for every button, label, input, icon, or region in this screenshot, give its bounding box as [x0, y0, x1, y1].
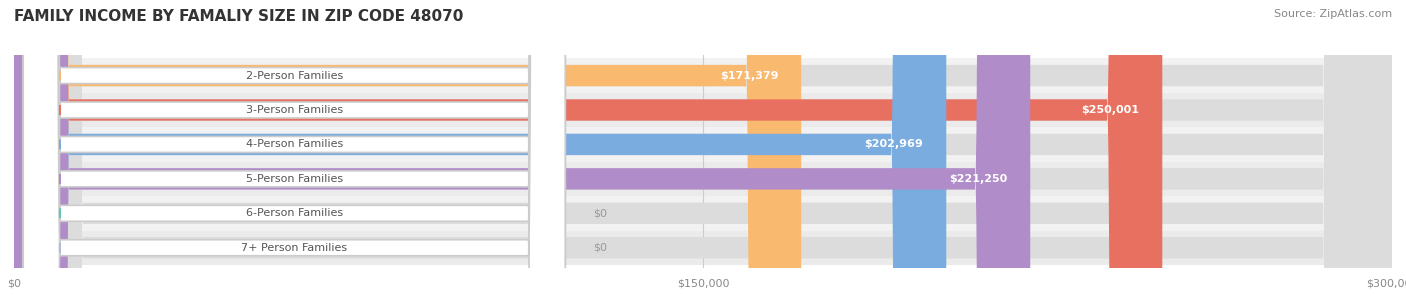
Bar — [14, 93, 1392, 127]
FancyBboxPatch shape — [14, 0, 1392, 305]
Text: $171,379: $171,379 — [720, 70, 779, 81]
FancyBboxPatch shape — [24, 0, 565, 305]
Text: 7+ Person Families: 7+ Person Families — [242, 243, 347, 253]
FancyBboxPatch shape — [24, 0, 565, 305]
FancyBboxPatch shape — [14, 0, 1392, 305]
Bar — [14, 162, 1392, 196]
Text: $202,969: $202,969 — [865, 139, 924, 149]
FancyBboxPatch shape — [24, 0, 565, 305]
FancyBboxPatch shape — [14, 0, 1392, 305]
FancyBboxPatch shape — [24, 0, 565, 305]
FancyBboxPatch shape — [14, 0, 946, 305]
Text: Source: ZipAtlas.com: Source: ZipAtlas.com — [1274, 9, 1392, 19]
FancyBboxPatch shape — [14, 0, 1392, 305]
Bar — [14, 231, 1392, 265]
FancyBboxPatch shape — [24, 0, 565, 305]
Text: $0: $0 — [593, 208, 607, 218]
Text: 4-Person Families: 4-Person Families — [246, 139, 343, 149]
Text: $250,001: $250,001 — [1081, 105, 1139, 115]
Text: 6-Person Families: 6-Person Families — [246, 208, 343, 218]
Text: 3-Person Families: 3-Person Families — [246, 105, 343, 115]
Text: 2-Person Families: 2-Person Families — [246, 70, 343, 81]
FancyBboxPatch shape — [14, 0, 1031, 305]
Bar — [14, 196, 1392, 231]
Text: $0: $0 — [593, 243, 607, 253]
Text: $221,250: $221,250 — [949, 174, 1007, 184]
FancyBboxPatch shape — [14, 0, 1392, 305]
FancyBboxPatch shape — [14, 0, 1163, 305]
FancyBboxPatch shape — [24, 0, 565, 305]
Text: 5-Person Families: 5-Person Families — [246, 174, 343, 184]
Text: FAMILY INCOME BY FAMALIY SIZE IN ZIP CODE 48070: FAMILY INCOME BY FAMALIY SIZE IN ZIP COD… — [14, 9, 464, 24]
Bar — [14, 58, 1392, 93]
FancyBboxPatch shape — [14, 0, 801, 305]
FancyBboxPatch shape — [14, 0, 1392, 305]
Bar — [14, 127, 1392, 162]
